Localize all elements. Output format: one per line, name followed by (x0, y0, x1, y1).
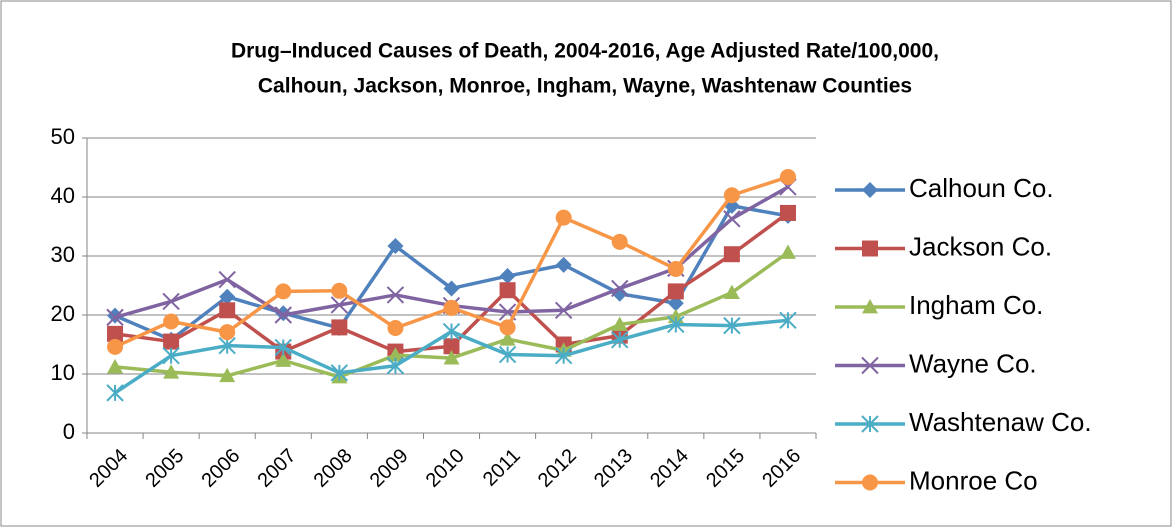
marker (667, 283, 684, 300)
marker (611, 279, 629, 298)
marker (498, 345, 517, 364)
marker (499, 268, 516, 285)
marker (275, 352, 292, 367)
marker (779, 168, 796, 185)
marker (723, 284, 740, 299)
marker (386, 357, 405, 375)
marker (862, 182, 878, 198)
marker (387, 237, 404, 254)
marker (554, 347, 573, 365)
marker (274, 338, 292, 357)
legend-label: Calhoun Co. (909, 173, 1054, 203)
marker (331, 282, 348, 299)
marker (861, 356, 879, 375)
marker (163, 364, 180, 379)
marker (499, 319, 516, 336)
marker (274, 306, 292, 324)
marker (667, 260, 684, 277)
marker (387, 319, 404, 336)
marker (723, 187, 740, 204)
marker (862, 474, 878, 491)
marker (499, 282, 516, 299)
legend-label: Jackson Co. (909, 231, 1052, 261)
marker (723, 210, 741, 228)
y-tick-label: 20 (51, 301, 75, 326)
marker (779, 244, 796, 259)
marker (163, 313, 180, 330)
marker (330, 296, 349, 314)
marker (442, 322, 461, 341)
marker (219, 324, 236, 341)
y-tick-label: 50 (51, 124, 75, 149)
marker (106, 384, 124, 402)
marker (779, 204, 796, 221)
marker (443, 338, 460, 355)
marker (218, 336, 236, 355)
marker (611, 316, 628, 331)
marker (862, 299, 878, 314)
marker (555, 209, 572, 226)
legend-label: Monroe Co (909, 465, 1038, 495)
marker (499, 331, 516, 346)
y-tick-label: 40 (51, 183, 75, 208)
marker (219, 302, 236, 319)
marker (862, 240, 878, 257)
marker (219, 367, 236, 383)
legend-label: Ingham Co. (909, 290, 1043, 320)
marker (387, 347, 404, 362)
marker (861, 415, 879, 433)
marker (386, 286, 405, 304)
marker (611, 233, 628, 250)
marker (106, 308, 124, 327)
chart-title: Drug–Induced Causes of Death, 2004-2016,… (231, 40, 939, 63)
marker (555, 256, 572, 273)
marker (611, 331, 629, 349)
marker (162, 347, 180, 365)
marker (554, 301, 573, 319)
marker (107, 358, 124, 374)
y-tick-label: 10 (51, 360, 75, 385)
legend-label: Wayne Co. (909, 348, 1037, 378)
marker (443, 280, 460, 297)
marker (443, 350, 460, 365)
marker (443, 299, 460, 316)
y-tick-label: 30 (51, 242, 75, 267)
y-tick-label: 0 (63, 419, 75, 444)
marker (107, 325, 124, 342)
marker (275, 283, 292, 300)
marker (723, 316, 741, 335)
marker (330, 364, 349, 382)
marker (331, 319, 348, 336)
marker (779, 311, 797, 330)
chart-title: Calhoun, Jackson, Monroe, Ingham, Wayne,… (258, 75, 912, 98)
marker (163, 333, 180, 350)
marker (218, 270, 236, 289)
marker (162, 292, 180, 311)
marker (667, 315, 685, 334)
marker (723, 246, 740, 263)
marker (219, 288, 236, 305)
legend-label: Washtenaw Co. (909, 407, 1092, 437)
marker (107, 338, 124, 355)
